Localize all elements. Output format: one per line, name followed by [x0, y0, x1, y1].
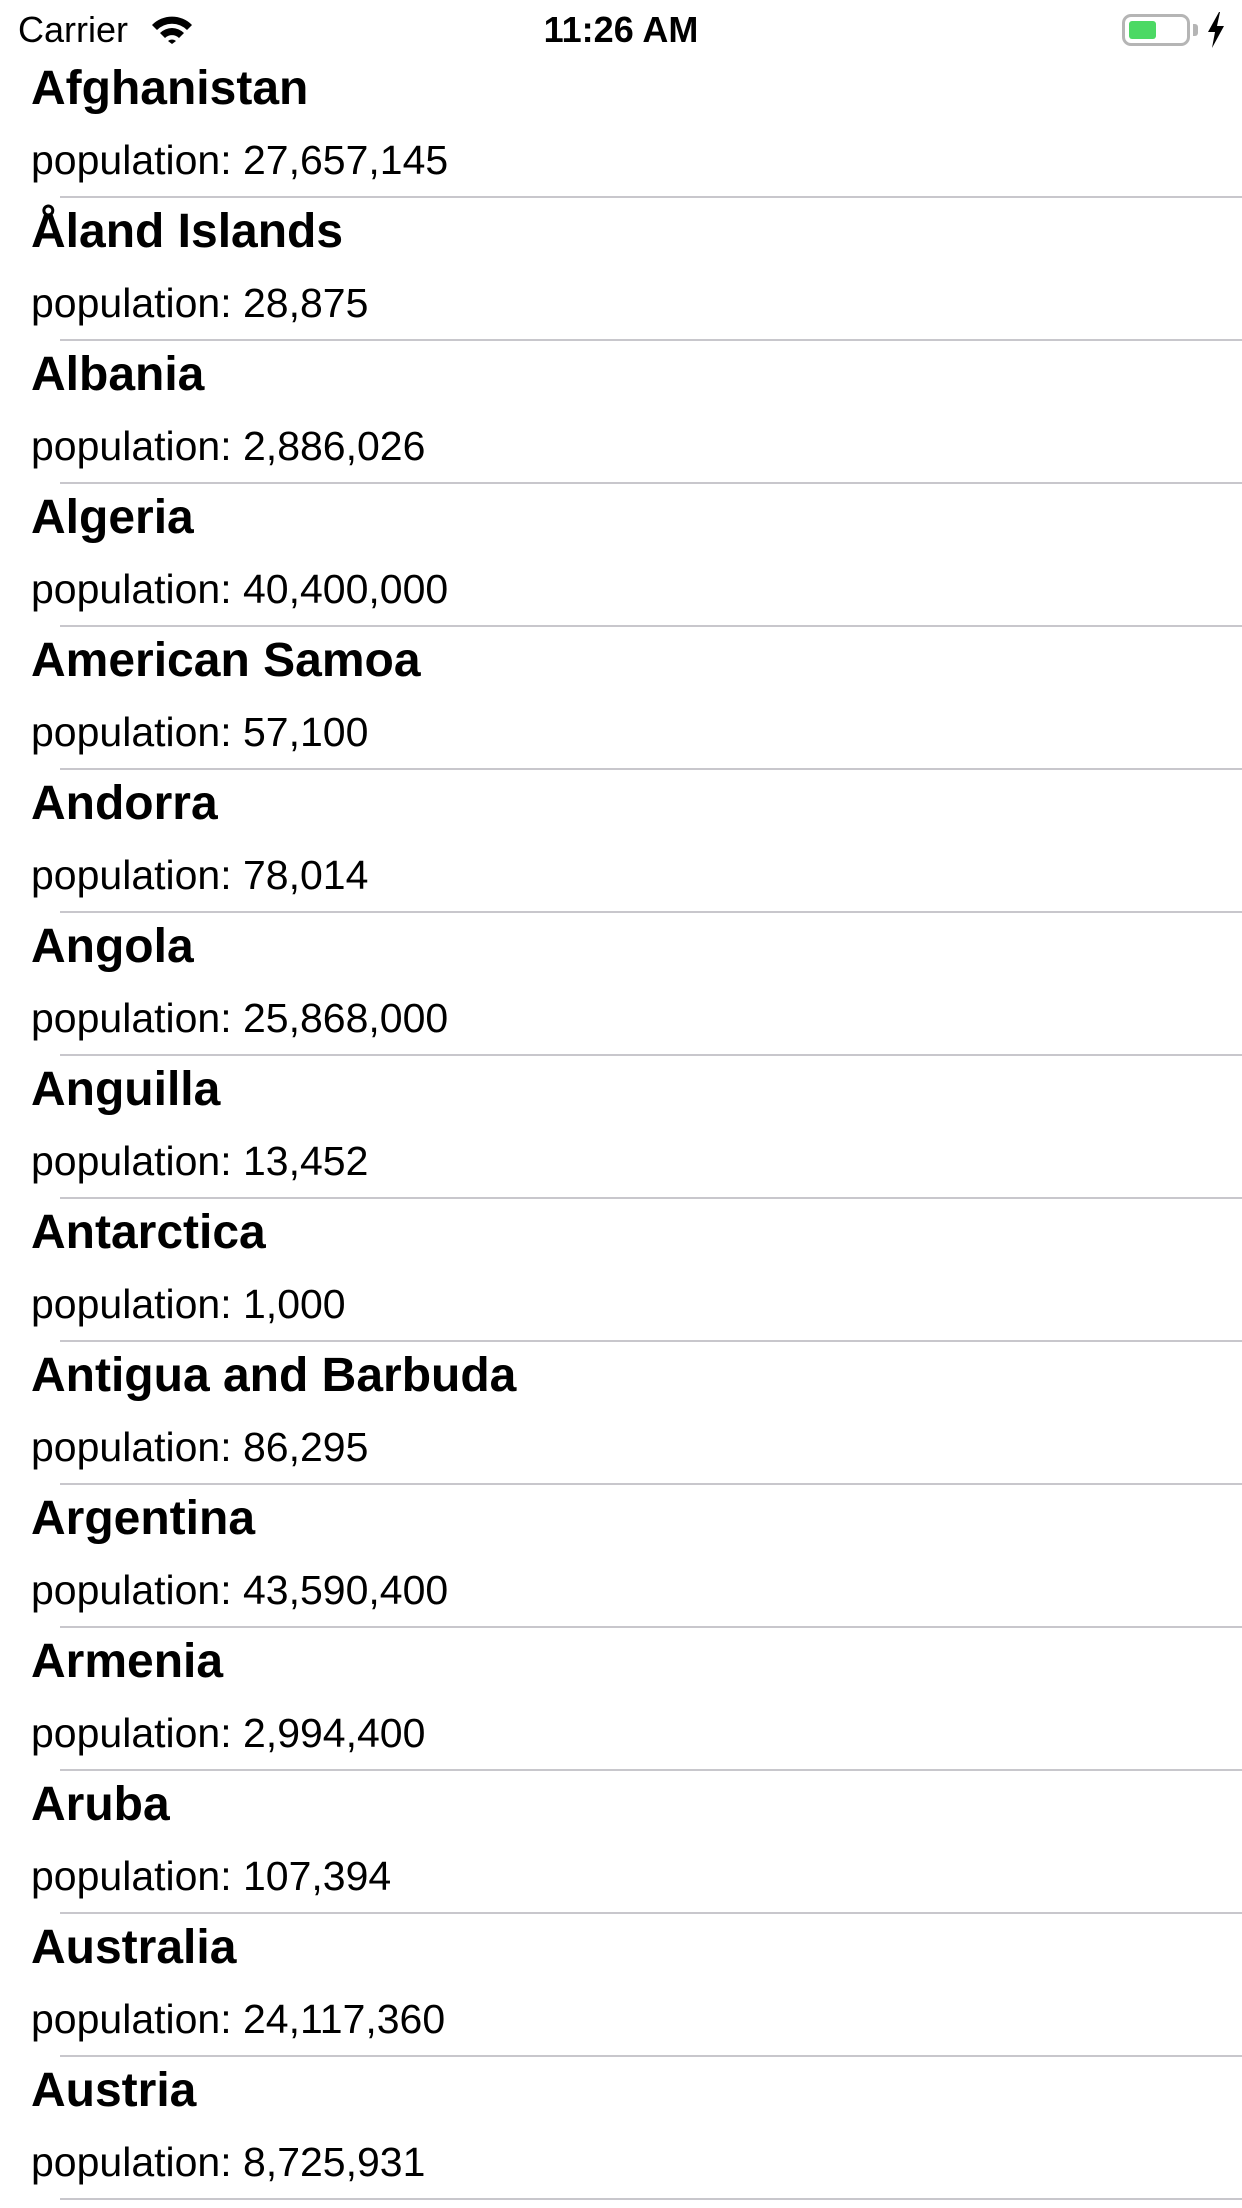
country-population: population: 27,657,145 — [31, 137, 449, 183]
country-name: Anguilla — [31, 1063, 221, 1116]
country-name: Austria — [31, 2064, 197, 2117]
country-population: population: 40,400,000 — [31, 566, 449, 612]
wifi-icon — [152, 16, 192, 44]
charging-bolt-icon — [1208, 12, 1224, 48]
country-list[interactable]: Afghanistan population: 27,657,145 Åland… — [0, 55, 1242, 2200]
country-population: population: 86,295 — [31, 1424, 369, 1470]
table-row[interactable]: Aruba population: 107,394 — [0, 1771, 1242, 1914]
country-population: population: 2,886,026 — [31, 423, 426, 469]
country-population: population: 8,725,931 — [31, 2139, 426, 2185]
table-row[interactable]: Australia population: 24,117,360 — [0, 1914, 1242, 2057]
status-time: 11:26 AM — [543, 9, 699, 50]
country-population: population: 25,868,000 — [31, 995, 449, 1041]
country-name: Australia — [31, 1921, 237, 1974]
table-row[interactable]: Antarctica population: 1,000 — [0, 1199, 1242, 1342]
country-name: Albania — [31, 348, 205, 401]
table-row[interactable]: Algeria population: 40,400,000 — [0, 484, 1242, 627]
battery-icon — [1122, 14, 1190, 46]
table-row[interactable]: Anguilla population: 13,452 — [0, 1056, 1242, 1199]
country-name: Armenia — [31, 1635, 224, 1688]
country-name: Argentina — [31, 1492, 256, 1545]
battery-level-fill — [1129, 21, 1156, 39]
table-row[interactable]: American Samoa population: 57,100 — [0, 627, 1242, 770]
table-row[interactable]: Angola population: 25,868,000 — [0, 913, 1242, 1056]
carrier-label: Carrier — [18, 9, 129, 50]
country-population: population: 78,014 — [31, 852, 369, 898]
country-population: population: 57,100 — [31, 709, 369, 755]
country-name: Åland Islands — [31, 205, 344, 258]
table-row[interactable]: Argentina population: 43,590,400 — [0, 1485, 1242, 1628]
table-row[interactable]: Antigua and Barbuda population: 86,295 — [0, 1342, 1242, 1485]
country-name: Antarctica — [31, 1206, 266, 1259]
country-name: Andorra — [31, 777, 218, 830]
country-name: Afghanistan — [31, 62, 309, 115]
table-row[interactable]: Armenia population: 2,994,400 — [0, 1628, 1242, 1771]
country-name: Angola — [31, 920, 194, 973]
table-row[interactable]: Andorra population: 78,014 — [0, 770, 1242, 913]
table-row[interactable]: Albania population: 2,886,026 — [0, 341, 1242, 484]
table-row[interactable]: Austria population: 8,725,931 — [0, 2057, 1242, 2200]
country-name: Aruba — [31, 1778, 170, 1831]
country-name: American Samoa — [31, 634, 421, 687]
country-population: population: 43,590,400 — [31, 1567, 449, 1613]
country-population: population: 2,994,400 — [31, 1710, 426, 1756]
battery-tip — [1193, 24, 1198, 36]
country-name: Antigua and Barbuda — [31, 1349, 517, 1402]
country-population: population: 28,875 — [31, 280, 369, 326]
country-name: Algeria — [31, 491, 194, 544]
country-population: population: 13,452 — [31, 1138, 369, 1184]
status-bar: Carrier 11:26 AM — [0, 0, 1242, 60]
country-population: population: 1,000 — [31, 1281, 346, 1327]
table-row[interactable]: Åland Islands population: 28,875 — [0, 198, 1242, 341]
table-row[interactable]: Afghanistan population: 27,657,145 — [0, 55, 1242, 198]
country-population: population: 107,394 — [31, 1853, 392, 1899]
country-population: population: 24,117,360 — [31, 1996, 446, 2042]
